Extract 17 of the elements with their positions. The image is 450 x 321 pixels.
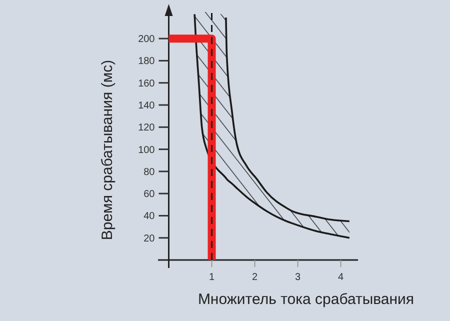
y-tick-label: 120 — [138, 122, 156, 134]
y-tick-label: 40 — [144, 211, 156, 222]
x-axis-title: Множитель тока срабатывания — [198, 291, 414, 308]
y-axis-title: Время срабатывания (мс) — [99, 60, 116, 240]
line-series — [225, 16, 350, 222]
x-tick-label: 1 — [208, 272, 215, 283]
y-tick-label: 160 — [138, 78, 156, 90]
y-tick-label: 200 — [138, 34, 156, 46]
y-tick-label: 60 — [144, 189, 156, 200]
y-tick-label: 100 — [138, 144, 156, 156]
y-tick-label: 80 — [144, 166, 156, 178]
x-tick-label: 3 — [295, 272, 302, 283]
y-tick-label: 20 — [144, 233, 156, 244]
y-tick-label: 180 — [138, 56, 156, 68]
x-tick-label: 2 — [252, 272, 258, 283]
x-tick-label: 4 — [338, 272, 344, 283]
y-tick-label: 140 — [138, 100, 156, 112]
